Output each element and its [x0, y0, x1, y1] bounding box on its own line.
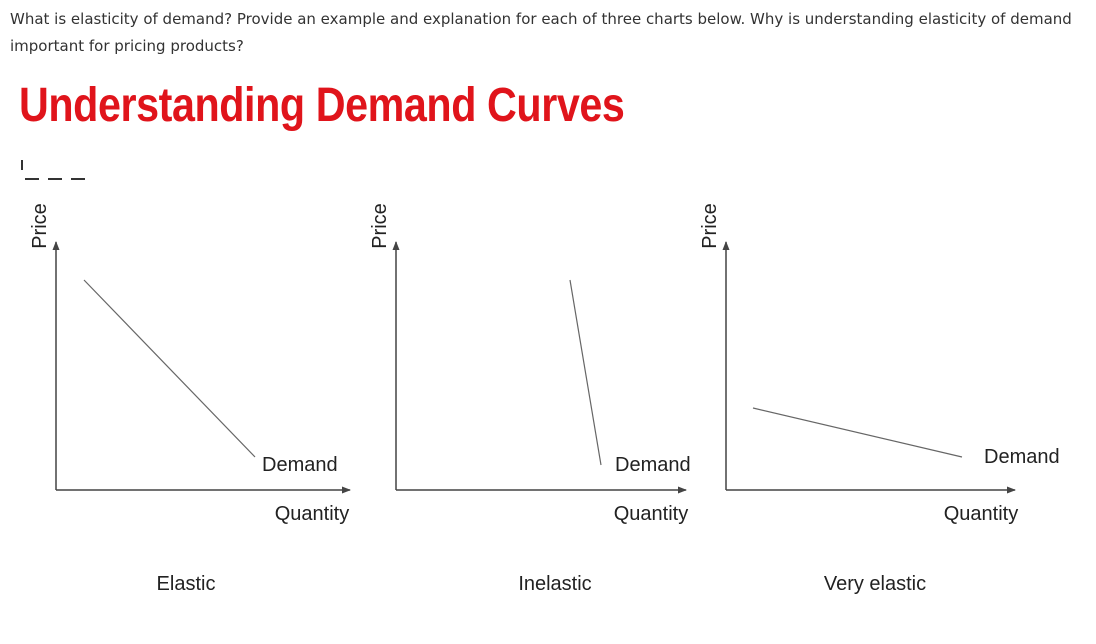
demand-curve [569, 279, 602, 466]
chart-elastic: Price Demand Quantity Elastic [29, 203, 351, 595]
chart-caption: Very elastic [824, 573, 926, 595]
x-axis-label: Quantity [944, 503, 1018, 525]
decorative-dash [48, 178, 62, 180]
decorative-dash [25, 178, 39, 180]
y-axis-label: Price [699, 203, 721, 249]
page-title: Understanding Demand Curves [19, 79, 625, 132]
decorative-tick [21, 160, 23, 170]
demand-curve [752, 407, 963, 458]
decorative-dash [71, 178, 85, 180]
curve-label: Demand [262, 454, 338, 476]
curve-label: Demand [984, 446, 1060, 468]
question-text: What is elasticity of demand? Provide an… [10, 10, 1072, 55]
chart-very-elastic: Price Demand Quantity Very elastic [699, 203, 1060, 595]
x-axis-label: Quantity [614, 503, 688, 525]
chart-caption: Elastic [157, 573, 216, 595]
chart-inelastic: Price Demand Quantity Inelastic [369, 203, 691, 595]
curve-label: Demand [615, 454, 691, 476]
y-axis-label: Price [369, 203, 391, 249]
x-axis-label: Quantity [275, 503, 349, 525]
chart-caption: Inelastic [518, 573, 591, 595]
demand-curve [83, 279, 256, 458]
y-axis-label: Price [29, 203, 51, 249]
